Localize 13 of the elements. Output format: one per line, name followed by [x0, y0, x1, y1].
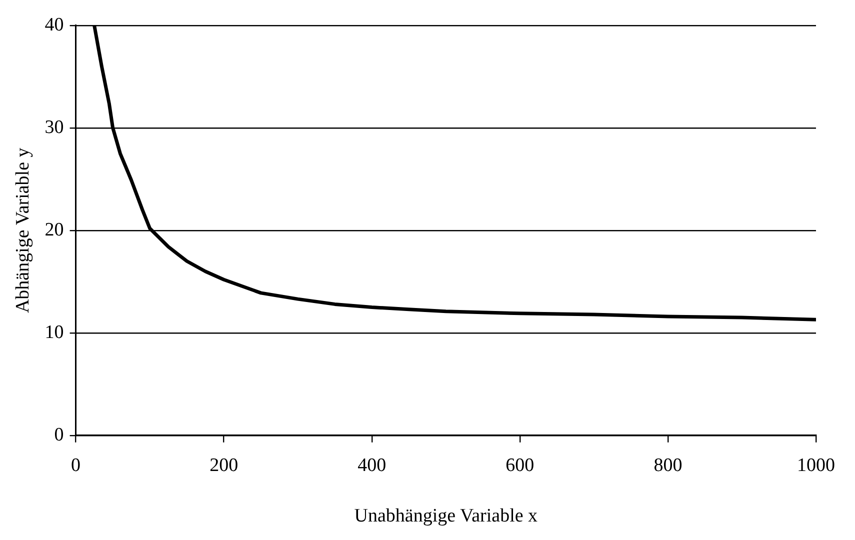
y-tick-label: 30 — [44, 116, 64, 138]
x-tick-label: 0 — [71, 454, 81, 476]
y-tick-label: 10 — [44, 322, 64, 343]
y-tick-label: 20 — [44, 219, 64, 240]
y-tick-label: 40 — [44, 14, 64, 36]
y-axis-title: Abhängige Variable y — [12, 147, 34, 314]
y-tick-label: 0 — [54, 424, 64, 446]
x-tick-label: 200 — [210, 454, 238, 476]
x-tick-label: 400 — [358, 454, 386, 476]
x-axis-title: Unabhängige Variable x — [354, 506, 538, 527]
x-tick-label: 1000 — [797, 454, 835, 476]
x-tick-label: 800 — [654, 454, 682, 476]
x-tick-label: 600 — [506, 454, 534, 476]
